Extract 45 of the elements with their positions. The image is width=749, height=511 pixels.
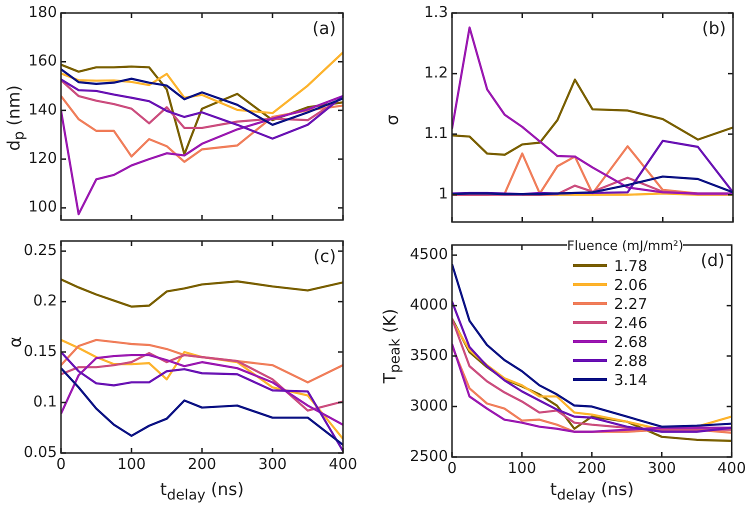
annotation: (a): [312, 18, 336, 39]
y-tick-label: 4000: [410, 295, 448, 314]
y-tick-label: 180: [28, 2, 57, 21]
legend-label: 3.14: [614, 370, 648, 388]
y-tick-label: 160: [28, 52, 57, 70]
y-tick-label: 1.1: [424, 124, 448, 142]
y-tick-label: 0.05: [24, 442, 57, 461]
y-tick-label: 3000: [410, 396, 448, 414]
y-tick-label: 1.3: [424, 2, 448, 21]
x-tick-label: 400: [328, 454, 358, 473]
x-tick-label: 300: [647, 458, 676, 477]
y-tick-label: 2500: [410, 446, 448, 465]
x-tick-label: 100: [508, 458, 536, 477]
legend-label: 2.06: [614, 276, 648, 294]
x-tick-label: 100: [117, 454, 146, 473]
legend-label: 2.88: [614, 352, 648, 370]
legend-label: 2.46: [614, 314, 648, 332]
annotation: (b): [702, 18, 726, 39]
y-tick-label: 120: [28, 149, 57, 168]
legend-label: 2.68: [614, 332, 648, 350]
y-tick-label: 1.2: [424, 63, 448, 82]
y-axis-title: σ: [383, 114, 403, 126]
x-tick-label: 200: [578, 458, 606, 477]
y-axis-title: α: [6, 336, 26, 348]
y-tick-label: 0.15: [24, 342, 57, 360]
x-tick-label: 200: [188, 454, 216, 473]
x-tick-label: 0: [56, 454, 66, 473]
x-axis-title: t$_{delay}$ (ns): [550, 480, 634, 504]
x-tick-label: 400: [717, 458, 746, 477]
y-tick-label: 4500: [410, 244, 448, 263]
y-tick-label: 1: [438, 184, 448, 203]
annotation: (c): [313, 246, 336, 267]
y-tick-label: 0.25: [24, 240, 57, 259]
y-tick-label: 100: [28, 198, 57, 216]
legend-label: 2.27: [614, 294, 648, 312]
annotation: (d): [700, 250, 725, 271]
legend-title: Fluence (mJ/mm²): [567, 239, 684, 254]
x-tick-label: 0: [447, 458, 457, 477]
x-axis-title: t$_{delay}$ (ns): [160, 480, 244, 504]
x-tick-label: 300: [258, 454, 287, 473]
y-tick-label: 0.1: [33, 392, 57, 410]
y-tick-label: 3500: [410, 346, 448, 364]
y-tick-label: 140: [28, 100, 57, 118]
legend-label: 1.78: [614, 256, 648, 274]
y-tick-label: 0.2: [33, 291, 57, 310]
